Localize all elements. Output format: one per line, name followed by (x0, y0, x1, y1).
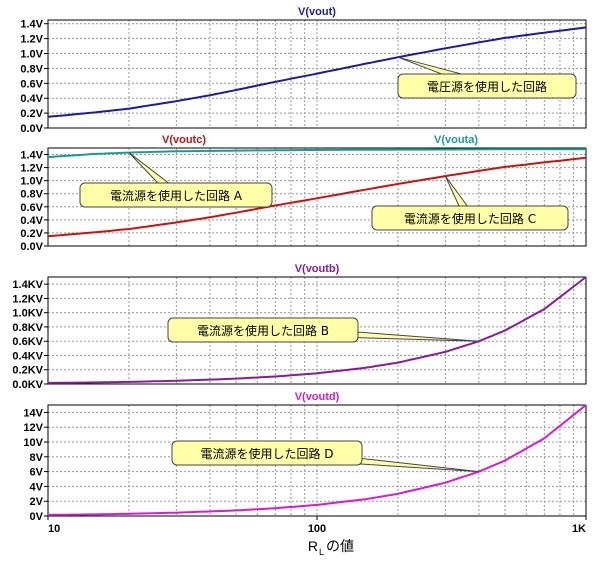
callout-box (79, 182, 273, 208)
y-tick-label: 1.4V (20, 19, 43, 31)
callout-text: 電流源を使用した回路 C (404, 211, 536, 226)
series-line (47, 148, 586, 159)
y-tick-label: 14V (23, 407, 43, 419)
callout-box (397, 73, 577, 99)
callout-box (371, 205, 569, 231)
y-tick-label: 0V (30, 511, 44, 523)
y-tick-label: 1.0KV (12, 308, 43, 320)
x-tick-label: 100 (308, 523, 326, 535)
panel-2: 0.0V0.2V0.4V0.6V0.8V1.0V1.2V1.4V V(voutc)… (20, 134, 587, 253)
y-tick-label: 0.2KV (12, 365, 43, 377)
y-tick-label: 0.4V (20, 93, 43, 105)
y-tick-label: 0.6KV (12, 336, 43, 348)
x-axis-label-suffix: の値 (326, 538, 354, 554)
y-tick-label: 10V (23, 437, 43, 449)
panel-title: V(voutd) (295, 391, 340, 403)
legend-label: V(voutc) (162, 134, 206, 146)
series-line (47, 26, 587, 118)
y-tick-label: 0.0V (20, 241, 43, 253)
y-tick-label: 0.4V (20, 215, 43, 227)
x-tick-label: 1K (572, 523, 586, 535)
callout-text: 電流源を使用した回路 A (110, 188, 243, 203)
panel-frame (47, 276, 587, 385)
y-tick-label: 0.6V (20, 78, 43, 90)
panel-3: 0.0KV 0.2KV 0.4KV 0.6KV 0.8KV 1.0KV 1.2KV 1.4KV… (12, 263, 587, 391)
y-tick-label: 0.0V (20, 123, 43, 135)
y-tick-label: 6V (30, 467, 44, 479)
x-axis-label-subscript: L (319, 547, 324, 557)
y-tick-label: 4V (30, 481, 44, 493)
y-tick-label: 0.6V (20, 202, 43, 214)
panel-title: V(voutb) (295, 263, 340, 275)
y-tick-label: 1.2V (20, 34, 43, 46)
y-tick-label: 1.4KV (12, 279, 43, 291)
callout-text: 電流源を使用した回路 B (197, 323, 329, 338)
y-tick-label: 0.2V (20, 228, 43, 240)
y-tick-label: 2V (30, 496, 44, 508)
y-tick-label: 0.2V (20, 108, 43, 120)
y-tick-label: 1.0V (20, 49, 43, 61)
series-line (47, 156, 587, 238)
callout-box (171, 440, 363, 466)
callout-box (167, 317, 359, 343)
y-tick-label: 0.8V (20, 63, 43, 75)
y-tick-label: 1.2KV (12, 293, 43, 305)
y-tick-label: 0.8KV (12, 322, 43, 334)
panel-title: V(vout) (298, 6, 336, 18)
legend-label: V(vouta) (434, 134, 478, 146)
y-tick-label: 0.8V (20, 189, 43, 201)
series-line (47, 404, 587, 516)
panel-1: 0.0V 0.2V 0.4V 0.6V 0.8V 1.0V 1.2V 1.4V V(vout) 電… (20, 6, 587, 135)
y-tick-label: 1.2V (20, 163, 43, 175)
callout-text: 電流源を使用した回路 D (200, 446, 333, 461)
y-tick-label: 1.4V (20, 150, 43, 162)
series-line (48, 276, 587, 384)
y-tick-label: 8V (30, 452, 44, 464)
callout-text: 電圧源を使用した回路 (427, 79, 547, 94)
panel-frame (47, 19, 587, 129)
panel-frame (47, 147, 587, 247)
y-tick-label: 1.0V (20, 176, 43, 188)
y-tick-label: 0.4KV (12, 350, 43, 362)
panel-4: 0V 2V 4V 6V 8V 10V 12V 14V V(voutd) 電流源を使用した回路 D 1… (23, 391, 587, 535)
y-tick-label: 12V (23, 422, 43, 434)
x-tick-label: 10 (48, 523, 60, 535)
y-tick-label: 0.0KV (12, 379, 43, 391)
x-axis-label: R (308, 538, 318, 554)
